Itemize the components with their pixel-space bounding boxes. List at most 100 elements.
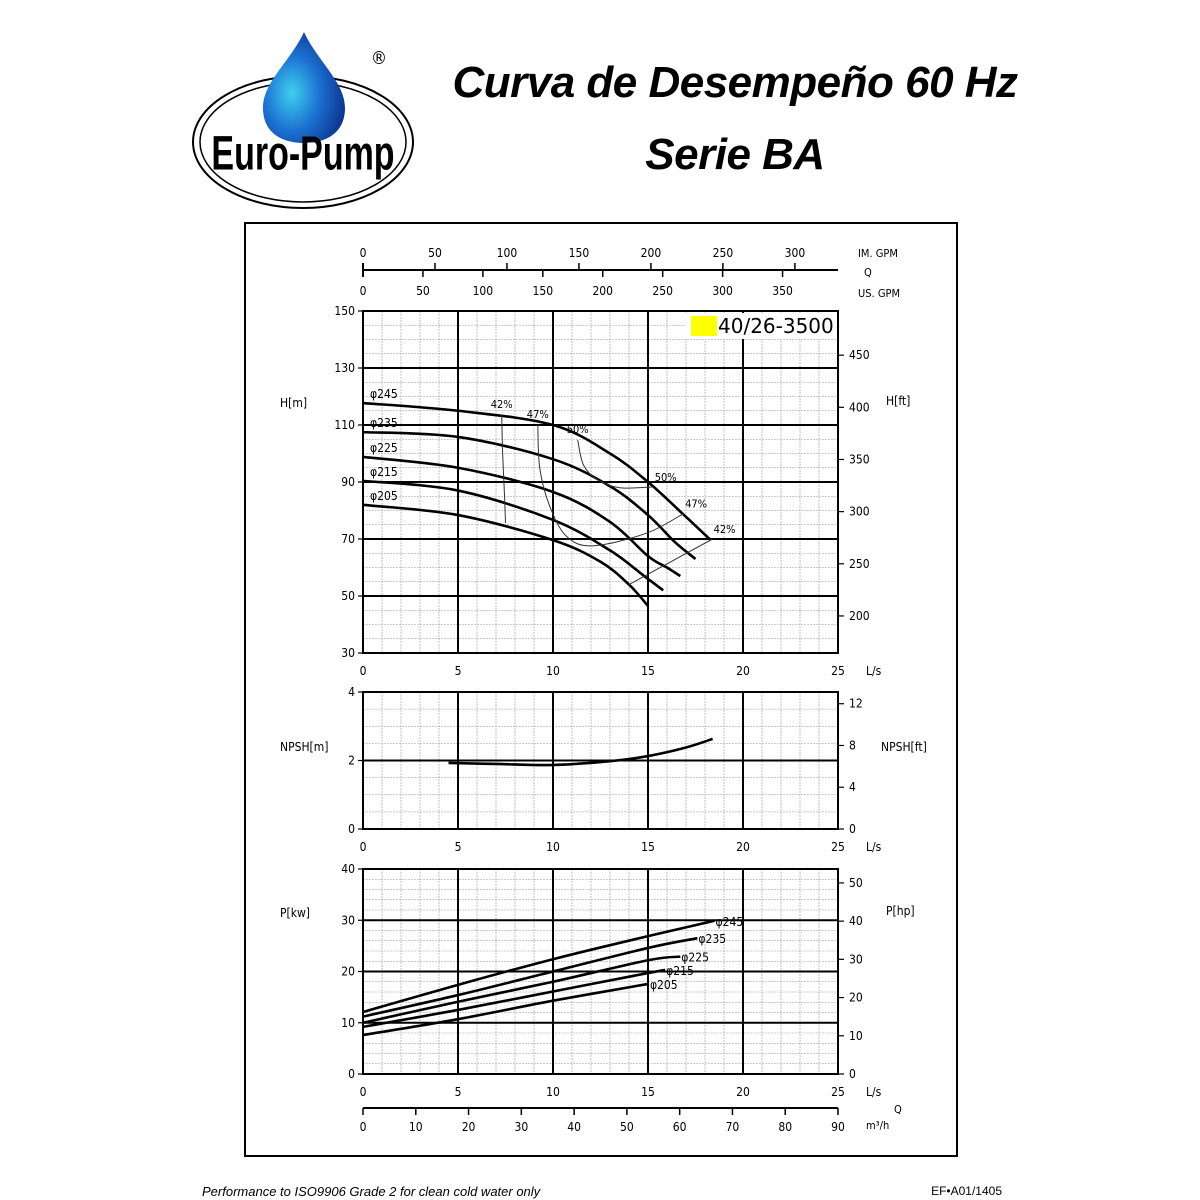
im-gpm-tick-label: 50	[428, 246, 442, 260]
im-gpm-tick-label: 250	[713, 246, 734, 260]
npsh-plot: 0 5 10 15 20 25 L/s 0 2 4 0 4 8 12 NPSH[m] NPSH[ft]	[280, 685, 927, 854]
x-tick-label: 20	[736, 664, 750, 678]
y-tick-label: 30	[341, 646, 355, 660]
im-gpm-tick-label: 300	[785, 246, 806, 260]
x-tick-label: 10	[546, 664, 560, 678]
us-gpm-tick-label: 250	[652, 284, 673, 298]
series-label: φ245	[716, 915, 744, 929]
series-label: φ235	[698, 932, 726, 946]
y-right-tick-label: 350	[849, 452, 870, 466]
us-gpm-label: US. GPM	[858, 287, 900, 300]
m3h-tick-label: 30	[514, 1120, 528, 1134]
x-tick-label: 20	[736, 1085, 750, 1099]
model-highlight-marker	[691, 316, 717, 336]
x-tick-label: 0	[360, 840, 367, 854]
series-line-φ215	[362, 968, 666, 1029]
x-tick-label: 0	[360, 664, 367, 678]
series-line-φ225	[362, 455, 682, 578]
m3h-tick-label: 10	[409, 1120, 423, 1134]
im-gpm-tick-label: 100	[497, 246, 518, 260]
x-tick-label: 25	[831, 1085, 845, 1099]
y-right-tick-label: 4	[849, 780, 856, 794]
efficiency-label: 42%	[491, 398, 513, 411]
footer-note: Performance to ISO9906 Grade 2 for clean…	[202, 1184, 541, 1199]
efficiency-label: 42%	[714, 523, 736, 536]
series-line-φ205	[362, 982, 650, 1037]
registered-mark: ®	[371, 48, 387, 69]
top-axis-q-label: Q	[864, 266, 872, 279]
bottom-axis-q-label: Q	[894, 1103, 902, 1116]
y-tick-label: 2	[348, 754, 355, 768]
y-right-tick-label: 50	[849, 876, 863, 890]
y-right-tick-label: 400	[849, 400, 870, 414]
im-gpm-tick-label: 200	[641, 246, 662, 260]
y-tick-label: 110	[334, 418, 355, 432]
efficiency-contour-47%	[537, 424, 685, 547]
x-tick-label: 20	[736, 840, 750, 854]
y-tick-label: 130	[334, 361, 355, 375]
us-gpm-tick-label: 100	[473, 284, 494, 298]
series-line-φ225	[362, 955, 681, 1025]
y-axis-label: H[m]	[280, 396, 307, 410]
y-tick-label: 20	[341, 965, 355, 979]
logo-text: Euro-Pump	[211, 126, 394, 180]
y-right-tick-label: 250	[849, 557, 870, 571]
y-tick-label: 10	[341, 1016, 355, 1030]
y-right-tick-label: 30	[849, 952, 863, 966]
y-tick-label: 30	[341, 913, 355, 927]
chart-title-line-1: Curva de Desempeño 60 Hz	[452, 58, 1018, 107]
model-label: 40/26-3500	[718, 314, 834, 338]
us-gpm-tick-label: 200	[592, 284, 613, 298]
npsh-plot-border	[362, 691, 839, 830]
series-line-φ245	[362, 919, 715, 1014]
y-right-tick-label: 8	[849, 738, 856, 752]
water-drop-icon	[263, 32, 345, 143]
y-axis-label: P[kw]	[280, 906, 310, 920]
m3h-tick-label: 0	[360, 1120, 367, 1134]
x-tick-label: 0	[360, 1085, 367, 1099]
us-gpm-tick-label: 300	[712, 284, 733, 298]
series-label: φ205	[370, 489, 398, 503]
efficiency-label: 47%	[527, 408, 549, 421]
efficiency-label: 50%	[655, 471, 677, 484]
x-tick-label: 5	[455, 664, 462, 678]
efficiency-contour-50%	[577, 439, 654, 489]
efficiency-contour-42%	[628, 538, 713, 586]
power-plot-border	[362, 868, 839, 1075]
y-right-axis-label: NPSH[ft]	[881, 740, 927, 754]
m3h-tick-label: 20	[462, 1120, 476, 1134]
y-right-tick-label: 0	[849, 1067, 856, 1081]
y-tick-label: 90	[341, 475, 355, 489]
y-right-tick-label: 12	[849, 697, 863, 711]
y-axis-label: NPSH[m]	[280, 740, 329, 754]
y-right-axis-label: H[ft]	[886, 394, 910, 408]
x-tick-label: 25	[831, 840, 845, 854]
x-tick-label: 15	[641, 664, 655, 678]
series-label: φ225	[370, 441, 398, 455]
y-right-tick-label: 450	[849, 348, 870, 362]
x-tick-label: 15	[641, 1085, 655, 1099]
m3h-tick-label: 40	[567, 1120, 581, 1134]
series-label: φ225	[681, 951, 709, 965]
y-tick-label: 40	[341, 862, 355, 876]
x-tick-label: 15	[641, 840, 655, 854]
y-right-tick-label: 20	[849, 991, 863, 1005]
series-line-φ235	[362, 936, 698, 1018]
x-tick-label: 10	[546, 840, 560, 854]
series-label: φ205	[650, 978, 678, 992]
y-right-tick-label: 40	[849, 914, 863, 928]
efficiency-label: 47%	[685, 497, 707, 510]
us-gpm-tick-label: 50	[416, 284, 430, 298]
euro-pump-logo: Euro-Pump ®	[192, 32, 414, 209]
us-gpm-tick-label: 350	[772, 284, 793, 298]
m3h-tick-label: 50	[620, 1120, 634, 1134]
x-tick-label: 10	[546, 1085, 560, 1099]
head-plot: 0 5 10 15 20 25 L/s 30 50 70 90 110 130 150 200 250 300 3…	[280, 246, 910, 678]
y-tick-label: 70	[341, 532, 355, 546]
x-axis-unit: L/s	[866, 664, 882, 678]
m3h-tick-label: 60	[673, 1120, 687, 1134]
x-tick-label: 25	[831, 664, 845, 678]
series-line-npsh	[448, 737, 713, 767]
y-right-axis-label: P[hp]	[886, 904, 915, 918]
